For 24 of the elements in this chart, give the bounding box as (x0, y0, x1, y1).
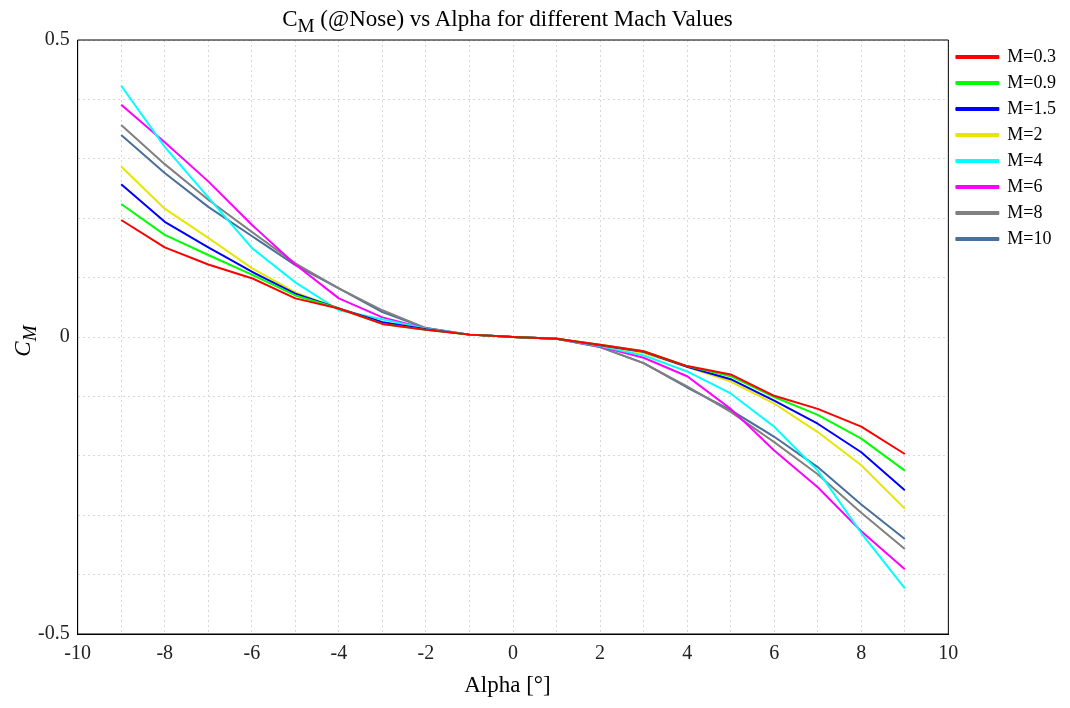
x-tick-label: -8 (156, 641, 174, 664)
x-tick-label: 2 (595, 641, 606, 664)
legend-label: M=10 (1007, 227, 1052, 248)
legend-label: M=4 (1007, 149, 1043, 170)
legend-label: M=6 (1007, 175, 1043, 196)
x-tick-label: 0 (508, 641, 518, 664)
chart-title: C$_{M}$ (@Nose) vs Alpha for different Mach Values (281, 6, 734, 37)
x-tick-label: -6 (243, 641, 261, 664)
legend-label: M=2 (1007, 123, 1043, 144)
y-tick-label: 0 (59, 324, 70, 347)
x-tick-label: 4 (682, 641, 693, 664)
legend-label: M=1.5 (1007, 97, 1056, 118)
x-tick-label: -4 (330, 641, 348, 664)
legend-label: M=8 (1007, 201, 1043, 222)
x-axis-title: Alpha [°] (463, 672, 552, 698)
x-tick-label: 6 (769, 641, 780, 664)
legend-label: M=0.9 (1007, 71, 1056, 92)
legend-label: M=0.3 (1007, 45, 1056, 66)
x-tick-label: -10 (64, 641, 91, 664)
x-tick-label: -2 (417, 641, 435, 664)
y-tick-label: 0.5 (44, 27, 70, 50)
x-tick-label: 8 (856, 641, 867, 664)
y-tick-label: -0.5 (37, 621, 70, 644)
x-tick-label: 10 (938, 641, 959, 664)
